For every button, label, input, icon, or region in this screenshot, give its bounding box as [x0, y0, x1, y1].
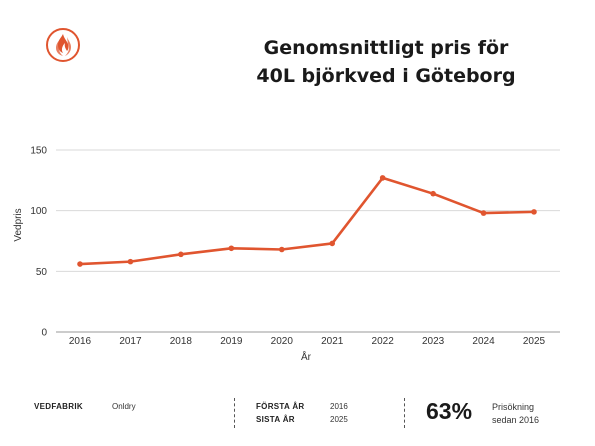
vedfabrik-label: VEDFABRIK — [34, 402, 83, 411]
flame-icon — [56, 34, 71, 56]
percent-description: Prisökning sedan 2016 — [492, 401, 572, 427]
first-year-label: FÖRSTA ÅR — [256, 402, 305, 411]
footer-summary: VEDFABRIK Onldry FÖRSTA ÅR 2016 SISTA ÅR… — [0, 392, 595, 432]
y-tick-label: 100 — [30, 206, 47, 217]
divider — [234, 398, 235, 428]
series — [77, 175, 537, 267]
x-tick-label: 2022 — [372, 336, 395, 347]
x-tick-label: 2020 — [271, 336, 294, 347]
x-tick-label: 2021 — [321, 336, 344, 347]
data-point — [178, 251, 184, 258]
data-point — [77, 261, 83, 267]
logo — [46, 28, 80, 62]
x-tick-label: 2019 — [220, 336, 243, 347]
grid-lines — [56, 149, 560, 333]
x-tick-label: 2025 — [523, 336, 546, 347]
series-line — [78, 176, 536, 266]
x-tick-label: 2024 — [472, 336, 495, 347]
y-tick-label: 0 — [41, 328, 47, 339]
data-point — [430, 190, 436, 197]
percent-text-line-1: Prisökning — [492, 402, 535, 412]
data-point — [278, 246, 285, 253]
last-year-label: SISTA ÅR — [256, 415, 295, 424]
x-tick-label: 2023 — [422, 336, 445, 347]
title-line-1: Genomsnittligt pris för — [263, 37, 509, 59]
x-tick-label: 2018 — [170, 336, 193, 347]
data-point — [228, 245, 235, 252]
data-point — [329, 240, 336, 247]
x-axis-label: År — [301, 350, 312, 363]
percent-text-line-2: sedan 2016 — [492, 415, 540, 425]
data-point — [531, 209, 537, 215]
x-tick-label: 2017 — [119, 336, 142, 347]
title-line-2: 40L björkved i Göteborg — [256, 65, 516, 87]
data-point — [379, 175, 386, 181]
x-tick-labels: 2016 2017 2018 2019 2020 2021 2022 2023 2024 2025 — [69, 336, 546, 347]
last-year-value: 2025 — [330, 415, 348, 424]
y-tick-label: 50 — [36, 267, 48, 278]
divider — [404, 398, 405, 428]
y-axis-label: Vedpris — [13, 208, 24, 241]
data-point — [127, 258, 134, 265]
y-tick-labels: 0 50 100 150 — [30, 146, 47, 339]
y-tick-label: 150 — [30, 146, 47, 157]
first-year-value: 2016 — [330, 402, 348, 411]
x-tick-label: 2016 — [69, 336, 92, 347]
chart-title: Genomsnittligt pris för 40L björkved i G… — [221, 34, 551, 90]
percent-increase: 63% — [426, 398, 473, 424]
data-point — [480, 210, 487, 216]
vedfabrik-value: Onldry — [112, 402, 136, 411]
